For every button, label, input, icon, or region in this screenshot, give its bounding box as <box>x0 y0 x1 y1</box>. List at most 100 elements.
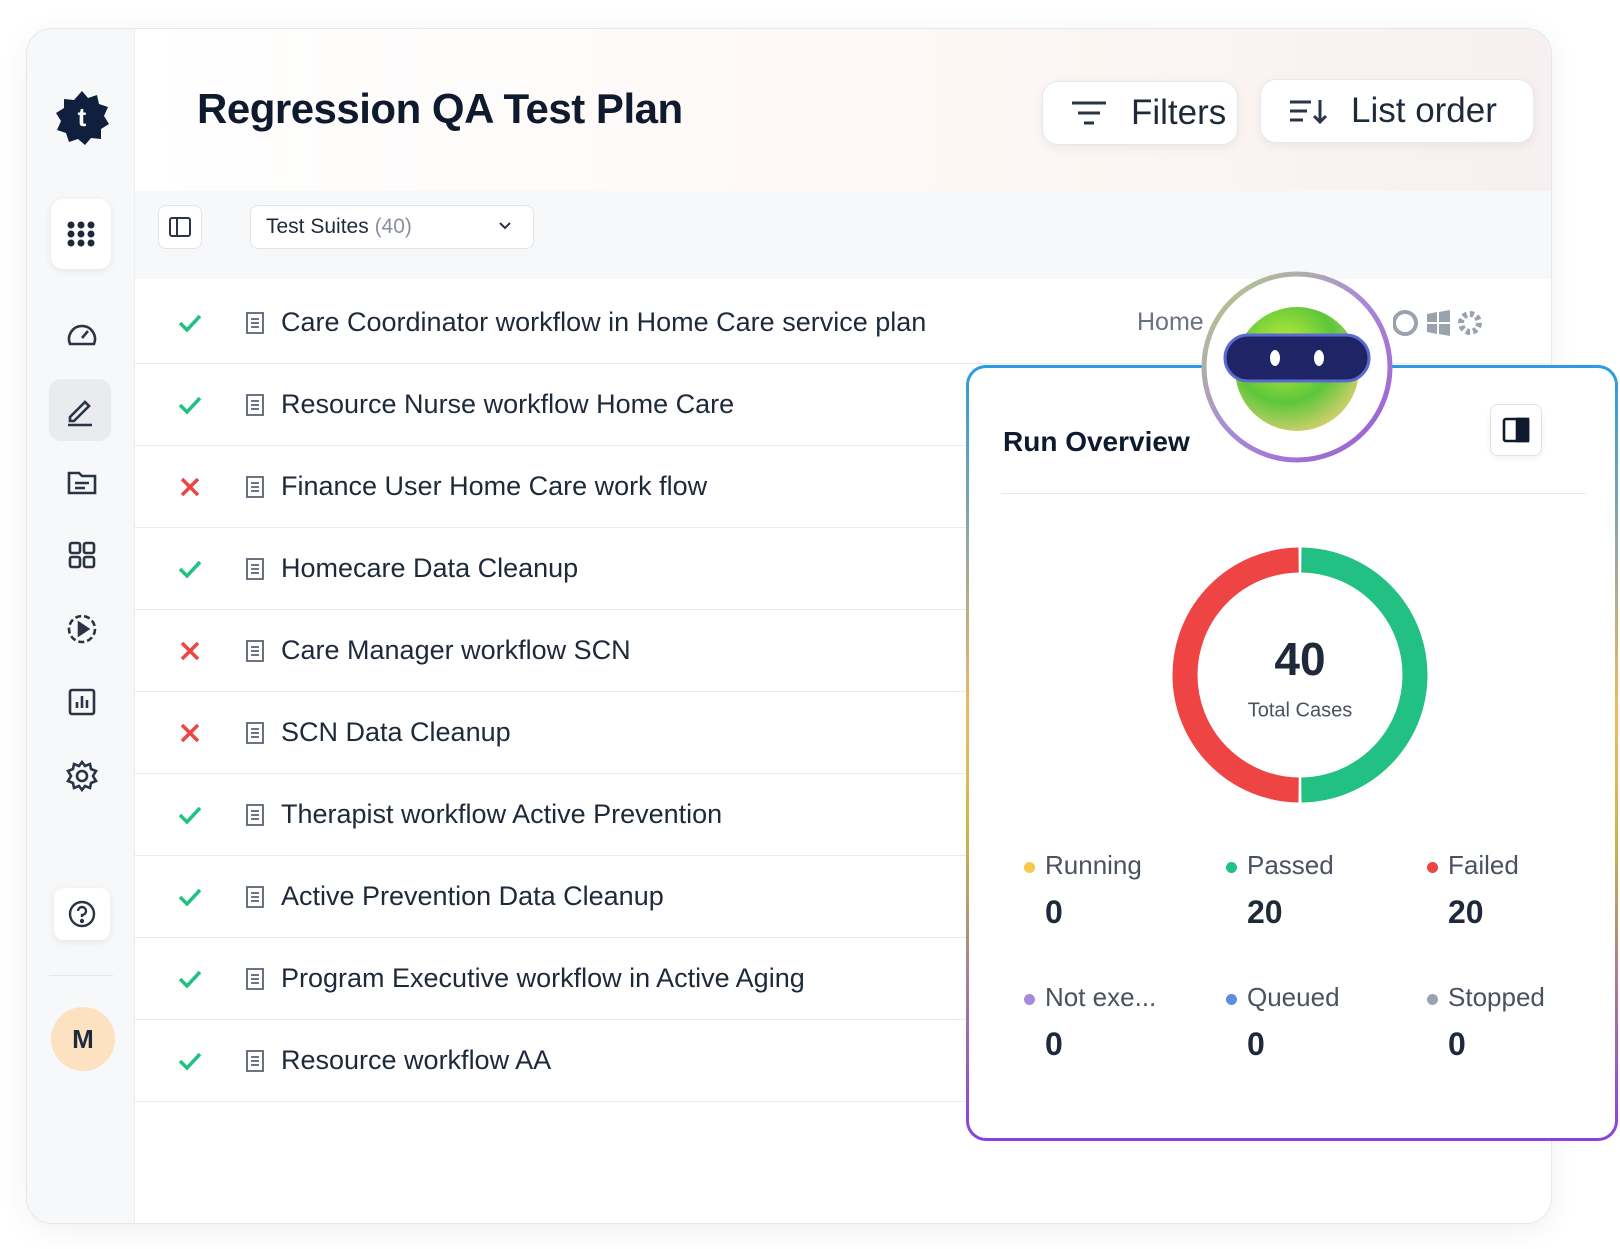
panel-title: Run Overview <box>1003 426 1190 457</box>
stat: Not exe... 0 <box>1024 982 1214 1082</box>
check <box>178 1052 202 1071</box>
status-dot <box>1427 862 1438 873</box>
doc <box>246 803 264 826</box>
doc <box>246 967 264 990</box>
suite-name: Therapist workflow Active Prevention <box>281 799 723 829</box>
apps-button[interactable] <box>51 199 111 269</box>
suite-row[interactable]: Active Prevention Data Cleanup <box>135 856 1551 938</box>
list-order-label: List order <box>1351 91 1497 130</box>
suite-name: SCN Data Cleanup <box>281 717 511 747</box>
svg-text:t: t <box>78 102 87 132</box>
doc-icon <box>246 803 264 826</box>
donut-segment <box>1301 547 1428 803</box>
pass-icon <box>178 1052 202 1071</box>
stat-label: Not exe... <box>1045 982 1157 1012</box>
donut-segment <box>1172 547 1299 803</box>
filters-button[interactable]: Filters <box>1042 81 1238 145</box>
header: Regression QA Test Plan Filters List ord… <box>135 29 1551 191</box>
total-cases: 40 <box>1274 633 1325 685</box>
stat-label: Stopped <box>1448 982 1545 1012</box>
doc <box>246 475 264 498</box>
suite-name: Active Prevention Data Cleanup <box>281 881 664 911</box>
gear-icon <box>1458 310 1482 335</box>
stat-value: 0 <box>1045 894 1063 930</box>
modules-icon[interactable] <box>57 530 107 580</box>
runs-icon[interactable] <box>57 604 107 654</box>
sort-icon <box>1290 100 1328 125</box>
stat-value: 0 <box>1045 1026 1063 1062</box>
suite-row[interactable]: Program Executive workflow in Active Agi… <box>135 938 1551 1020</box>
stat-label: Passed <box>1247 850 1334 880</box>
edit-icon[interactable] <box>49 379 111 441</box>
logo: t <box>56 91 109 145</box>
suite-row[interactable]: Therapist workflow Active Prevention <box>135 774 1551 856</box>
suite-row[interactable]: Resource Nurse workflow Home Care <box>135 364 1551 446</box>
suite-row[interactable]: Resource workflow AA <box>135 1020 1551 1102</box>
suite-tag: Home <box>1137 308 1204 336</box>
suite-name: Resource Nurse workflow Home Care <box>281 389 735 419</box>
doc-icon <box>246 311 264 334</box>
panel-toggle[interactable] <box>1490 404 1542 456</box>
fail-icon <box>180 723 200 742</box>
stat-label: Failed <box>1448 850 1519 880</box>
status-dot <box>1024 994 1035 1005</box>
doc-icon <box>246 475 264 498</box>
stat: Passed 20 <box>1226 850 1416 950</box>
pass-icon <box>178 314 202 333</box>
doc <box>246 721 264 744</box>
suite-label: Test Suites <box>266 215 369 238</box>
stat-label: Queued <box>1247 982 1340 1012</box>
suite-row[interactable]: SCN Data Cleanup <box>135 692 1551 774</box>
help-button[interactable] <box>54 888 110 940</box>
divider <box>1001 493 1586 494</box>
dashboard-icon[interactable] <box>57 310 107 360</box>
suite-name: Care Coordinator workflow in Home Care s… <box>281 307 927 337</box>
check <box>178 560 202 579</box>
doc-icon <box>246 967 264 990</box>
filter-icon <box>1072 101 1106 125</box>
pass-icon <box>178 888 202 907</box>
list-order-button[interactable]: List order <box>1260 79 1534 143</box>
check <box>178 314 202 333</box>
total-label: Total Cases <box>1248 699 1353 721</box>
status-dot <box>1024 862 1035 873</box>
apps-icon <box>67 221 95 247</box>
doc <box>246 311 264 334</box>
check <box>178 806 202 825</box>
windows-icon <box>1427 309 1450 336</box>
pass-icon <box>178 970 202 989</box>
stat-value: 20 <box>1448 894 1484 930</box>
settings-icon[interactable] <box>57 751 107 801</box>
page-title: Regression QA Test Plan <box>197 85 683 132</box>
suite-dropdown[interactable]: Test Suites (40) <box>250 205 534 249</box>
doc <box>246 1049 264 1072</box>
divider <box>49 975 113 976</box>
user-avatar[interactable]: M <box>51 1007 115 1071</box>
doc <box>246 639 264 662</box>
folder-icon[interactable] <box>57 457 107 507</box>
assistant-bot <box>1201 271 1393 463</box>
toolbar: Test Suites (40) <box>135 191 1551 279</box>
doc-icon <box>246 393 264 416</box>
check <box>178 970 202 989</box>
status-dot <box>1226 862 1237 873</box>
sidebar: t M <box>27 29 135 1223</box>
stat-label: Running <box>1045 850 1142 880</box>
doc-icon <box>246 1049 264 1072</box>
check <box>178 888 202 907</box>
suite-row[interactable]: Homecare Data Cleanup <box>135 528 1551 610</box>
pass-icon <box>178 396 202 415</box>
stat: Queued 0 <box>1226 982 1416 1082</box>
run-overview-panel: Run Overview 40 Total Cases Running 0 Pass… <box>966 365 1618 1141</box>
check <box>178 396 202 415</box>
reports-icon[interactable] <box>57 677 107 727</box>
cross <box>180 477 200 496</box>
suite-row[interactable]: Care Manager workflow SCN <box>135 610 1551 692</box>
sidebar-toggle[interactable] <box>158 205 202 249</box>
suite-row[interactable]: Care Coordinator workflow in Home Care s… <box>135 282 1551 364</box>
status-dot <box>1226 994 1237 1005</box>
platform-icons <box>1393 309 1482 336</box>
suite-row[interactable]: Finance User Home Care work flow <box>135 446 1551 528</box>
